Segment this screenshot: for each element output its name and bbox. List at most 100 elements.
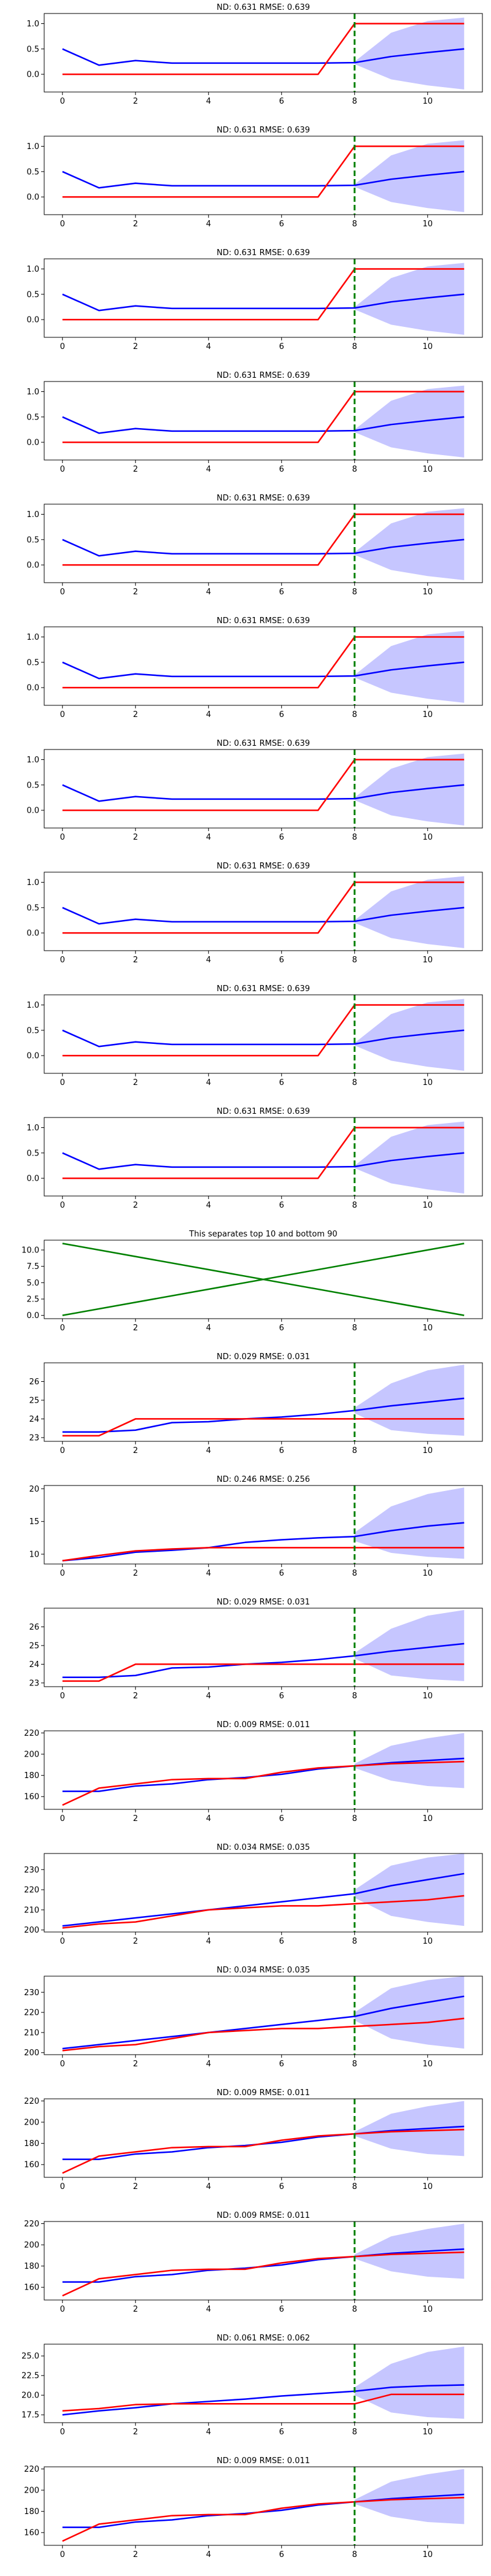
actual-line [62,268,465,321]
actual-line [62,145,465,198]
x-tick-label: 10 [422,1569,433,1578]
actual-line [62,759,465,811]
actual-line [62,1663,465,1682]
x-tick-label: 8 [352,956,357,965]
x-tick-label: 4 [206,97,211,106]
y-tick-label: 10.0 [21,1246,39,1255]
x-tick-label: 8 [352,2305,357,2314]
y-tick-label: 1.0 [26,756,39,765]
y-tick-label: 160 [24,1793,39,1802]
chart-panel-6: ND: 0.631 RMSE: 0.639 0 2 4 6 8 10 0.0 0.5 1.0 [26,616,483,719]
x-tick-label: 6 [279,1446,284,1455]
x-tick-label: 10 [422,588,433,597]
actual-line [62,513,465,566]
x-tick-label: 2 [133,1446,138,1455]
plot-frame [44,1853,483,1933]
prediction-line [62,784,465,802]
plot-frame [44,626,483,706]
plot-frame [44,258,483,338]
confidence-band [354,1733,465,1788]
x-tick-label: 2 [133,1324,138,1333]
plot-frame [44,1485,483,1565]
x-tick-label: 8 [352,2428,357,2437]
y-tick-label: 1.0 [26,633,39,642]
x-tick-label: 2 [133,588,138,597]
x-tick-label: 6 [279,2060,284,2069]
chart-panel-1: ND: 0.631 RMSE: 0.639 0 2 4 6 8 10 0.0 0.5 1.0 [26,3,483,106]
x-tick-label: 0 [60,588,65,597]
y-tick-label: 1.0 [26,388,39,397]
x-tick-label: 6 [279,220,284,229]
chart-title: ND: 0.631 RMSE: 0.639 [217,3,310,12]
x-tick-label: 2 [133,956,138,965]
prediction-line [62,171,465,189]
x-tick-label: 10 [422,97,433,106]
x-tick-label: 8 [352,1569,357,1578]
x-tick-label: 2 [133,97,138,106]
x-tick-label: 0 [60,465,65,474]
x-tick-label: 10 [422,1814,433,1823]
x-tick-label: 8 [352,833,357,842]
y-tick-label: 0.5 [26,1026,39,1035]
x-tick-label: 8 [352,1692,357,1701]
chart-title: ND: 0.009 RMSE: 0.011 [217,2456,310,2466]
x-tick-label: 10 [422,1078,433,1087]
x-tick-label: 10 [422,833,433,842]
chart-title: ND: 0.631 RMSE: 0.639 [217,1107,310,1116]
plot-frame [44,1117,483,1197]
x-tick-label: 4 [206,1814,211,1823]
x-tick-label: 8 [352,1078,357,1087]
chart-panel-17: ND: 0.034 RMSE: 0.035 0 2 4 6 8 10 200 210 220 230 [24,1966,483,2069]
x-tick-label: 2 [133,1814,138,1823]
prediction-line [62,1397,465,1433]
y-tick-label: 200 [24,2486,39,2496]
x-tick-label: 2 [133,1692,138,1701]
y-tick-label: 220 [24,2097,39,2106]
y-tick-label: 200 [24,1750,39,1760]
y-tick-label: 1.0 [26,142,39,151]
confidence-band [354,1610,465,1681]
x-tick-label: 8 [352,2060,357,2069]
x-tick-label: 10 [422,710,433,719]
confidence-band [354,2346,465,2419]
y-tick-label: 1.0 [26,265,39,274]
y-tick-label: 10 [29,1551,39,1560]
x-tick-label: 8 [352,1446,357,1455]
x-tick-label: 6 [279,2550,284,2559]
x-tick-label: 0 [60,710,65,719]
x-tick-label: 6 [279,465,284,474]
chart-panel-15: ND: 0.009 RMSE: 0.011 0 2 4 6 8 10 160 180 200 220 [24,1720,483,1823]
y-tick-label: 220 [24,1729,39,1738]
x-tick-label: 8 [352,465,357,474]
x-tick-label: 2 [133,2428,138,2437]
x-tick-label: 8 [352,1201,357,1210]
x-tick-label: 10 [422,1937,433,1946]
chart-panel-7: ND: 0.631 RMSE: 0.639 0 2 4 6 8 10 0.0 0.5 1.0 [26,739,483,842]
x-tick-label: 2 [133,2060,138,2069]
x-tick-label: 8 [352,588,357,597]
chart-panel-18: ND: 0.009 RMSE: 0.011 0 2 4 6 8 10 160 180 200 220 [24,2088,483,2191]
y-tick-label: 180 [24,2507,39,2517]
chart-panel-9: ND: 0.631 RMSE: 0.639 0 2 4 6 8 10 0.0 0.5 1.0 [26,984,483,1087]
chart-title: ND: 0.246 RMSE: 0.256 [217,1475,310,1484]
x-tick-label: 10 [422,2060,433,2069]
chart-panel-10: ND: 0.631 RMSE: 0.639 0 2 4 6 8 10 0.0 0.5 1.0 [26,1107,483,1210]
x-tick-label: 8 [352,1937,357,1946]
x-tick-label: 6 [279,1937,284,1946]
x-tick-label: 0 [60,956,65,965]
y-tick-label: 200 [24,2049,39,2058]
x-tick-label: 10 [422,956,433,965]
actual-line [62,1547,465,1562]
y-tick-label: 0.0 [26,684,39,693]
chart-title: ND: 0.009 RMSE: 0.011 [217,1720,310,1730]
x-tick-label: 0 [60,1201,65,1210]
x-tick-label: 2 [133,2305,138,2314]
y-tick-label: 220 [24,1886,39,1895]
y-tick-label: 1.0 [26,1124,39,1133]
actual-line [62,23,465,75]
confidence-band [354,1976,465,2049]
chart-title: ND: 0.034 RMSE: 0.035 [217,1966,310,1975]
x-tick-label: 0 [60,2550,65,2559]
x-tick-label: 4 [206,1937,211,1946]
